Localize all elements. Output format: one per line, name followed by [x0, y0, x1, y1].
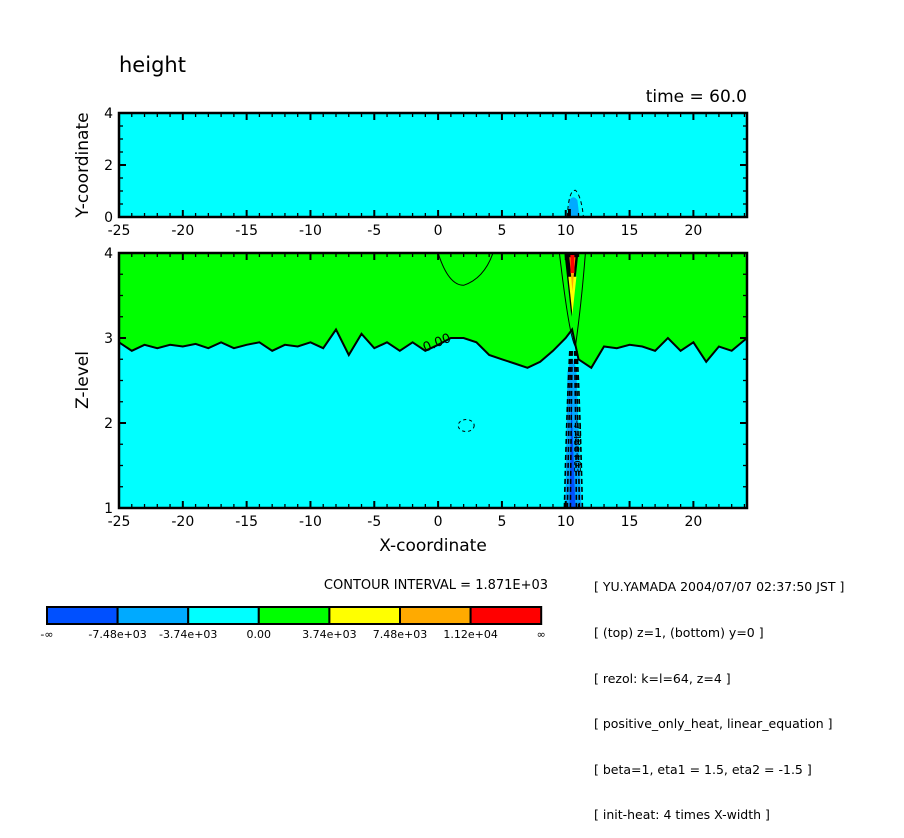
colorbar-segment	[46, 606, 119, 625]
top-x-tick-label: -10	[299, 223, 322, 239]
bottom-y-axis-label: Z-level	[73, 351, 93, 409]
top-y-axis-label: Y-coordinate	[73, 112, 93, 218]
colorbar-tick-label: 7.48e+03	[373, 628, 427, 641]
bottom-x-tick-label: 15	[621, 514, 639, 530]
negative-dashed-contour	[566, 350, 572, 509]
negative-dashed-contour	[569, 350, 574, 509]
top-x-tick-label: 5	[497, 223, 506, 239]
top-negative-anomaly	[568, 197, 580, 217]
negative-column	[565, 359, 582, 508]
negative-dashed-contour	[575, 350, 581, 509]
top-x-tick-label: 0	[434, 223, 443, 239]
contour-interval-label: CONTOUR INTERVAL = 1.871E+03	[324, 578, 548, 593]
bottom-x-tick-label: -10	[299, 514, 322, 530]
info-line: [ beta=1, eta1 = 1.5, eta2 = -1.5 ]	[594, 761, 812, 777]
bottom-y-tick-label: 4	[104, 246, 113, 262]
negative-dashed-contour	[563, 350, 571, 509]
colorbar-tick-label: 3.74e+03	[302, 628, 356, 641]
small-dashed-contour	[457, 419, 475, 433]
colorbar-segment	[328, 606, 401, 625]
info-block: [ YU.YAMADA 2004/07/07 02:37:50 JST ] [ …	[594, 549, 844, 838]
negative-dashed-contour	[576, 350, 584, 509]
bottom-x-tick-label: -5	[367, 514, 381, 530]
plume-red	[570, 255, 575, 273]
info-line: [ rezol: k=l=64, z=4 ]	[594, 670, 731, 686]
colorbar-tick-label: 0.00	[247, 628, 272, 641]
top-x-tick-label: 15	[621, 223, 639, 239]
info-line: [ init-heat: 4 times X-width ]	[594, 807, 770, 823]
top-x-tick-label: -5	[367, 223, 381, 239]
top-x-tick-label: -15	[235, 223, 258, 239]
top-panel: -25 -20 -15 -10 -5 0 5 10 15 20 0 2 4 Y-coordinate	[73, 106, 749, 239]
colorbar-segment	[469, 606, 543, 625]
negative-contour-label: -7.48e+03	[571, 420, 582, 473]
plume-yellow	[568, 276, 577, 315]
colorbar-tick-label: 1.12e+04	[443, 628, 497, 641]
figure-title: height	[119, 53, 186, 77]
top-y-tick-label: 2	[104, 158, 113, 174]
bottom-x-tick-label: 10	[557, 514, 575, 530]
colorbar-tick-label: -3.74e+03	[159, 628, 217, 641]
negative-dashed-contour	[573, 350, 578, 509]
top-panel-ticks: -25 -20 -15 -10 -5 0 5 10 15 20 0 2 4	[104, 106, 747, 239]
bottom-panel-positive-region	[119, 253, 747, 368]
top-x-tick-label: -25	[108, 223, 131, 239]
bottom-x-tick-label: -15	[235, 514, 258, 530]
colorbar-tick-label: -∞	[40, 628, 53, 641]
top-x-tick-label: -20	[171, 223, 194, 239]
top-y-tick-label: 4	[104, 106, 113, 122]
bottom-y-tick-label: 2	[104, 416, 113, 432]
bottom-x-tick-label: 5	[497, 514, 506, 530]
bottom-y-tick-label: 1	[104, 501, 113, 517]
time-label: time = 60.0	[646, 87, 747, 107]
info-line: [ positive_only_heat, linear_equation ]	[594, 716, 833, 732]
bottom-panel: 0.00 -7.48e+03 -25 -20 -15 -10 -5 0 5 10 15 20123…	[73, 246, 749, 556]
top-x-tick-label: 10	[557, 223, 575, 239]
zero-contour-line	[118, 327, 748, 370]
colorbar-segment	[116, 606, 190, 625]
bottom-x-tick-label: -20	[171, 514, 194, 530]
bottom-x-tick-label: 20	[684, 514, 702, 530]
top-panel-features	[566, 189, 584, 218]
colorbar: -∞ -7.48e+03 -3.74e+03 0.00 3.74e+03 7.48e+03…	[40, 606, 546, 641]
info-line: [ YU.YAMADA 2004/07/07 02:37:50 JST ]	[594, 579, 845, 595]
bottom-x-tick-label: 0	[434, 514, 443, 530]
colorbar-segment	[187, 606, 260, 625]
weak-positive-contour	[437, 252, 494, 286]
colorbar-tick-label: ∞	[537, 628, 546, 641]
top-x-tick-label: 20	[684, 223, 702, 239]
top-panel-background	[119, 113, 747, 217]
x-axis-label: X-coordinate	[379, 536, 487, 556]
colorbar-segment	[257, 606, 331, 625]
info-line: [ (top) z=1, (bottom) y=0 ]	[594, 625, 764, 641]
bottom-panel-features	[437, 252, 586, 509]
bottom-panel-ticks: -25 -20 -15 -10 -5 0 5 10 15 20 1 2 3 4	[104, 246, 747, 530]
figure: height time = 60.0 -25 -20 -15 -10 -5 0 5 10 15 2…	[40, 53, 749, 641]
top-y-tick-label: 0	[104, 210, 113, 226]
colorbar-tick-label: -7.48e+03	[88, 628, 146, 641]
top-dashed-contour	[566, 189, 584, 218]
bottom-x-tick-label: -25	[108, 514, 131, 530]
colorbar-segment	[399, 606, 472, 625]
bottom-y-tick-label: 3	[104, 331, 113, 347]
